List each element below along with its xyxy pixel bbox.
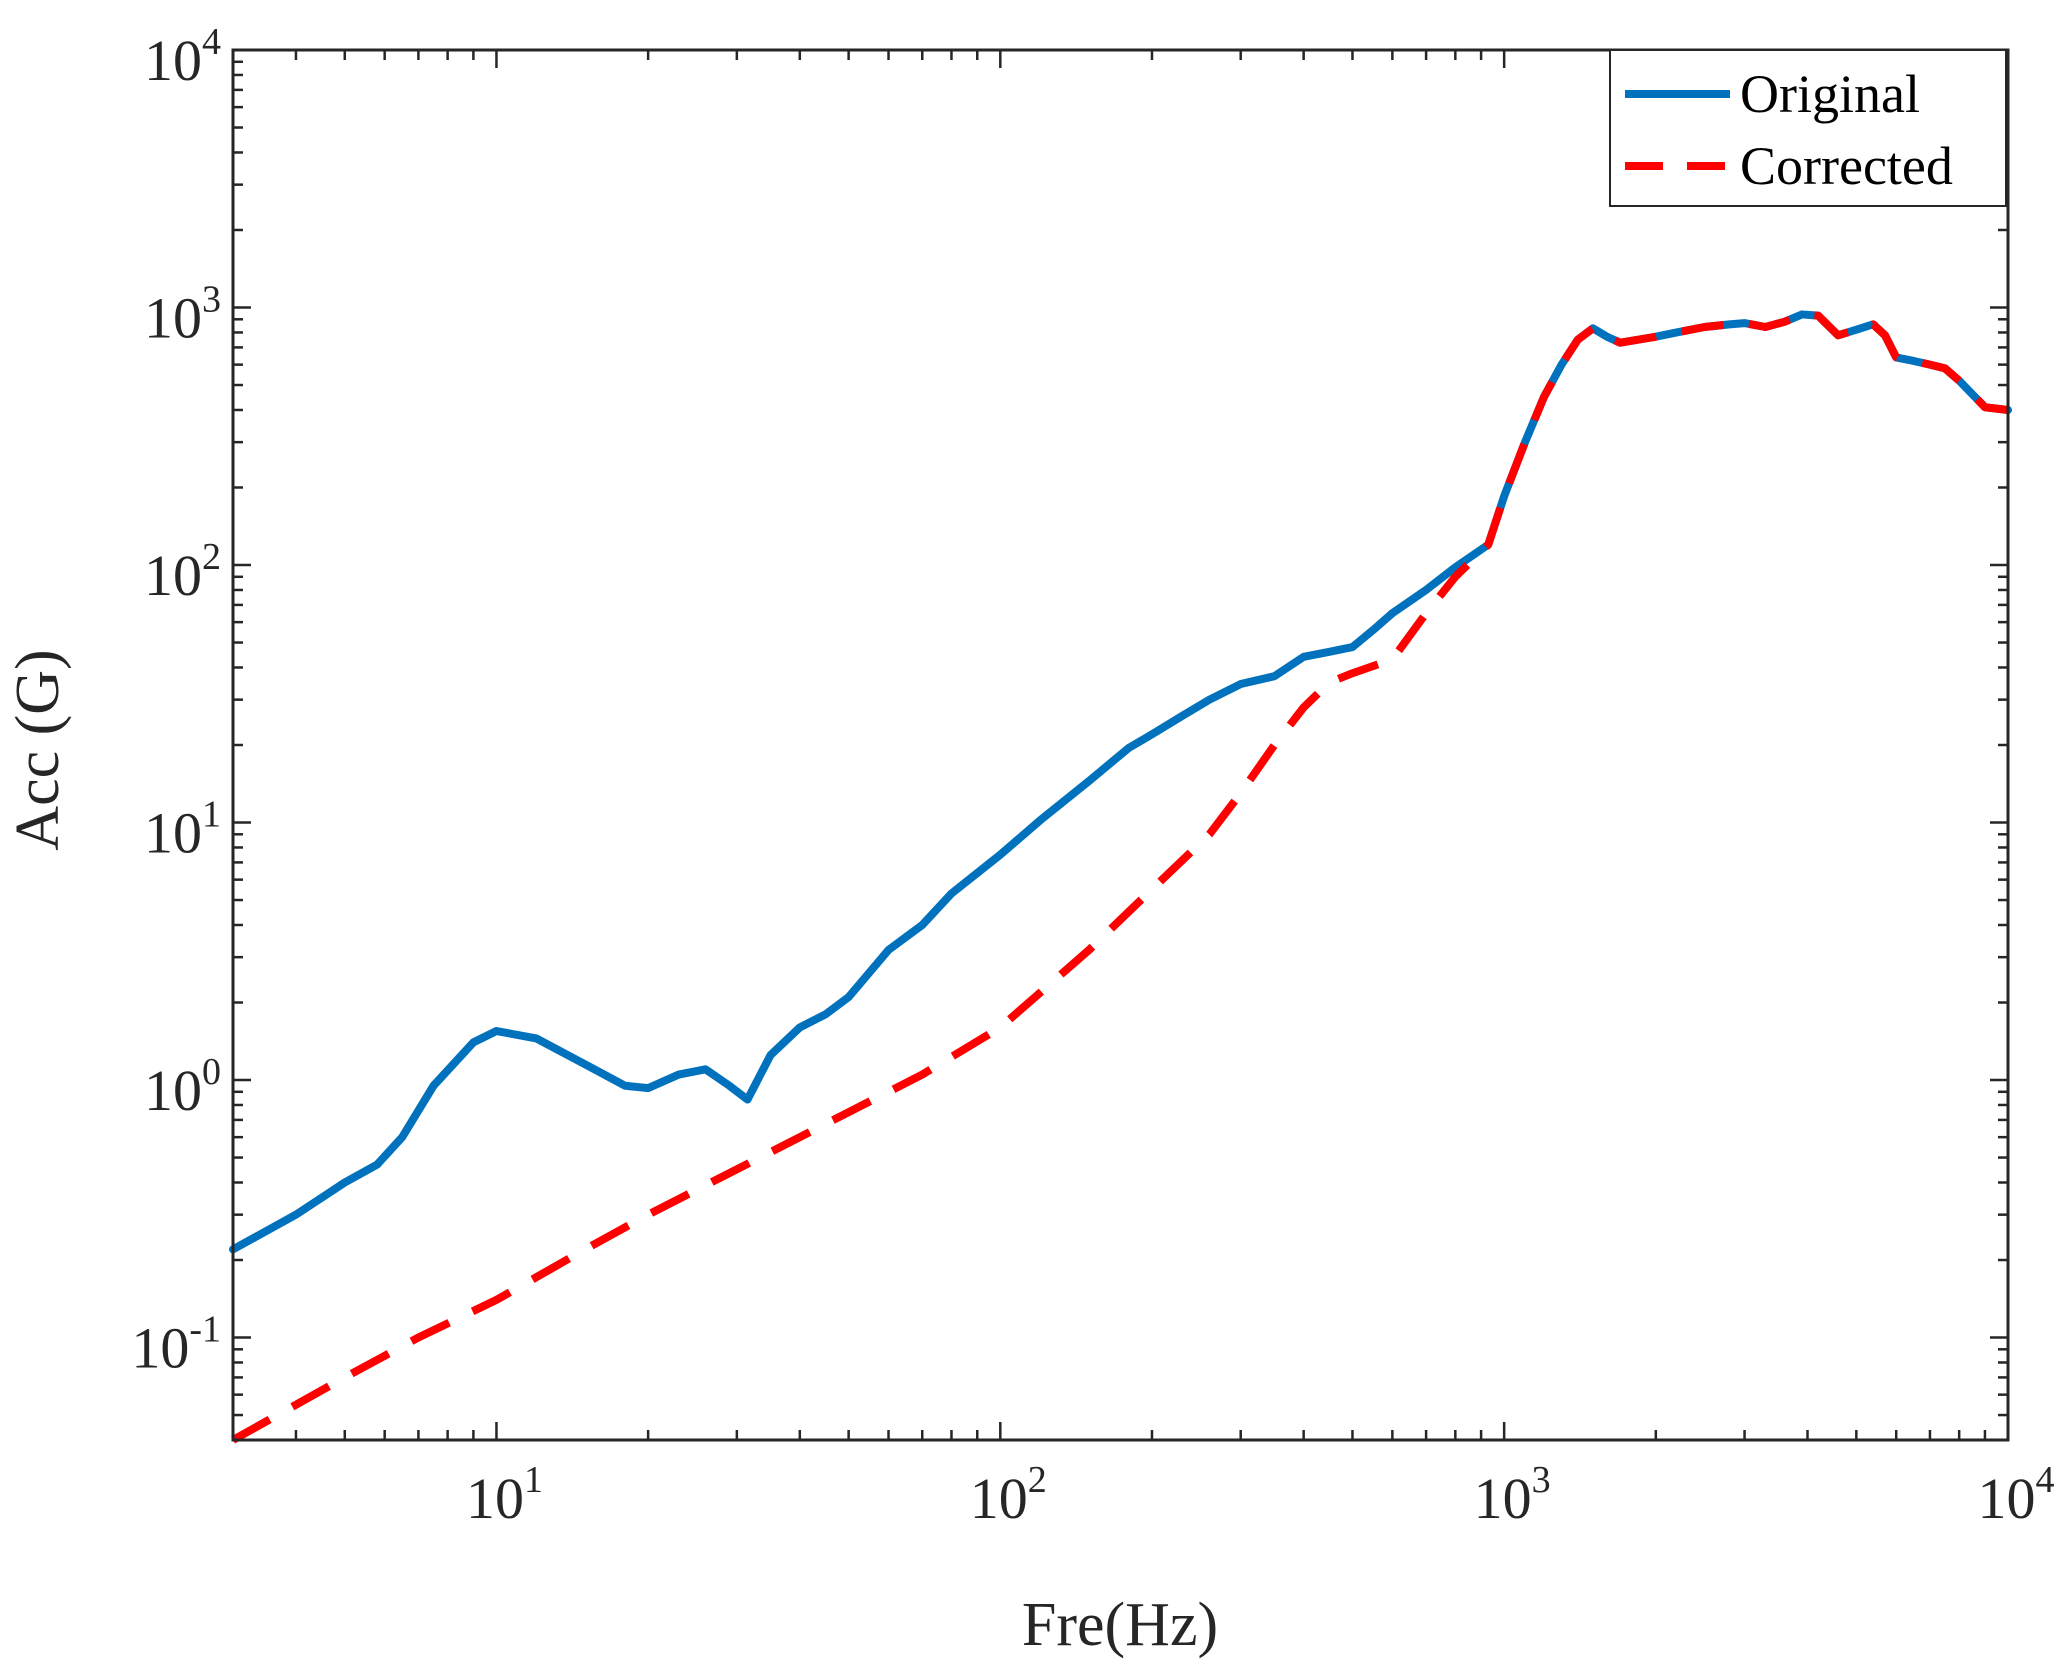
series-layer: [229, 310, 2012, 1444]
ticks-layer: [231, 50, 2008, 1442]
legend-label-corrected: Corrected: [1740, 136, 1953, 196]
legend: Original Corrected: [1609, 49, 2007, 207]
legend-box: [1609, 49, 2007, 207]
series-line-corrected: [231, 310, 2009, 1444]
y-tick-label: 101: [144, 794, 221, 866]
plot-background: [233, 50, 2008, 1440]
y-tick-label: 103: [144, 279, 221, 351]
y-tick-label: 104: [144, 21, 221, 93]
x-tick-label: 104: [1978, 1459, 2055, 1531]
y-tick-label: 10-1: [131, 1309, 221, 1381]
x-tick-label: 101: [466, 1459, 543, 1531]
x-tick-label: 102: [970, 1459, 1047, 1531]
tick-labels-layer: 101 102 103 104 10-1 100 101 102 103 104: [131, 21, 2054, 1531]
plot-frame: [231, 48, 2010, 1442]
x-axis-title: Fre(Hz): [1022, 1591, 1218, 1659]
legend-label-original: Original: [1740, 64, 1920, 124]
y-tick-label: 102: [144, 536, 221, 608]
y-axis-title: Acc (G): [4, 649, 72, 850]
y-tick-label: 100: [144, 1051, 221, 1123]
x-tick-label: 103: [1474, 1459, 1551, 1531]
